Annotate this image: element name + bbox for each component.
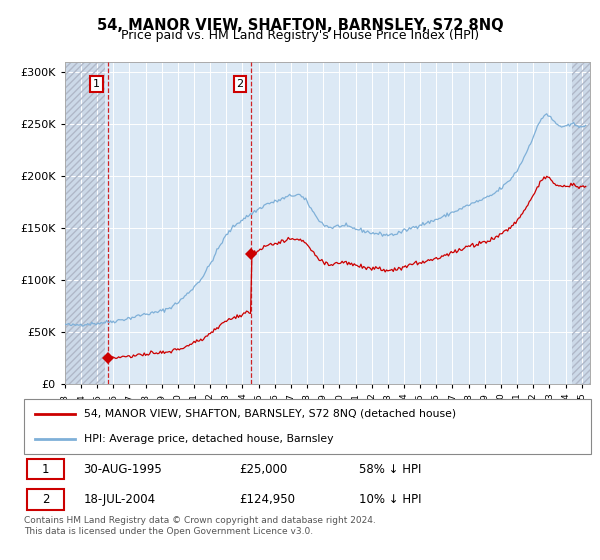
FancyBboxPatch shape: [27, 459, 64, 479]
Text: £124,950: £124,950: [239, 493, 295, 506]
Bar: [572, 62, 590, 384]
Text: 58% ↓ HPI: 58% ↓ HPI: [359, 463, 421, 476]
Text: 1: 1: [93, 79, 100, 89]
FancyBboxPatch shape: [27, 489, 64, 510]
Text: 2: 2: [236, 79, 244, 89]
Text: Contains HM Land Registry data © Crown copyright and database right 2024.
This d: Contains HM Land Registry data © Crown c…: [24, 516, 376, 536]
Text: 30-AUG-1995: 30-AUG-1995: [83, 463, 162, 476]
Bar: [572, 62, 590, 384]
Text: HPI: Average price, detached house, Barnsley: HPI: Average price, detached house, Barn…: [83, 434, 333, 444]
Text: 54, MANOR VIEW, SHAFTON, BARNSLEY, S72 8NQ (detached house): 54, MANOR VIEW, SHAFTON, BARNSLEY, S72 8…: [83, 409, 455, 418]
Text: 10% ↓ HPI: 10% ↓ HPI: [359, 493, 421, 506]
Bar: [65, 62, 105, 384]
Bar: [65, 62, 105, 384]
FancyBboxPatch shape: [24, 399, 591, 454]
Text: Price paid vs. HM Land Registry's House Price Index (HPI): Price paid vs. HM Land Registry's House …: [121, 29, 479, 42]
Text: £25,000: £25,000: [239, 463, 288, 476]
Text: 18-JUL-2004: 18-JUL-2004: [83, 493, 155, 506]
Text: 2: 2: [42, 493, 49, 506]
Text: 54, MANOR VIEW, SHAFTON, BARNSLEY, S72 8NQ: 54, MANOR VIEW, SHAFTON, BARNSLEY, S72 8…: [97, 18, 503, 34]
Text: 1: 1: [42, 463, 49, 476]
